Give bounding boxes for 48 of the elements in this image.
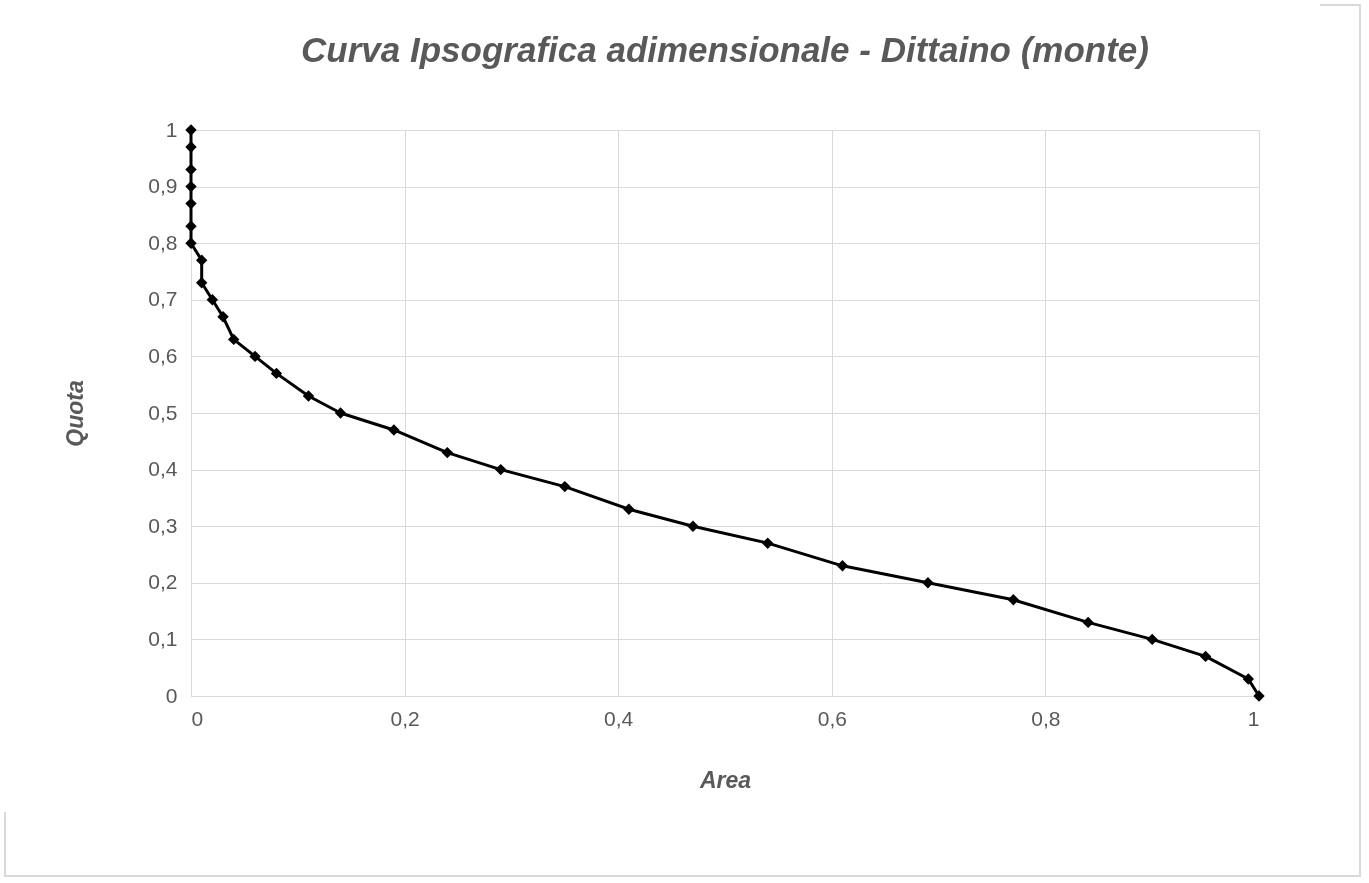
point — [249, 350, 261, 363]
point — [388, 424, 400, 436]
point — [922, 577, 934, 589]
x-tick-label: 0,6 — [817, 706, 847, 730]
point — [195, 254, 208, 266]
y-tick-label: 0,8 — [148, 230, 178, 254]
chart-title: Curva Ipsografica adimensionale - Dittaino (monte) — [301, 30, 1149, 69]
x-tick-label: 1 — [1247, 706, 1260, 730]
x-tick-label: 0,8 — [1031, 706, 1061, 730]
point — [217, 311, 229, 323]
point — [1242, 673, 1255, 685]
point — [1007, 594, 1020, 606]
point — [185, 141, 197, 153]
point — [185, 237, 197, 249]
y-tick-label: 0 — [165, 683, 178, 707]
point — [623, 503, 635, 515]
x-tick-label: 0,2 — [390, 706, 420, 730]
point — [441, 446, 454, 459]
point — [687, 520, 699, 532]
point — [1253, 690, 1265, 702]
point — [1199, 650, 1212, 663]
y-tick-label: 0,1 — [148, 626, 178, 650]
x-tick-label: 0 — [191, 706, 204, 730]
point — [206, 294, 219, 306]
point — [334, 407, 347, 419]
y-tick-label: 0,3 — [148, 513, 178, 537]
point — [228, 333, 240, 346]
y-tick-label: 0,5 — [148, 400, 178, 424]
y-tick-label: 1 — [165, 117, 178, 141]
point — [1082, 616, 1094, 629]
point — [270, 367, 283, 380]
y-tick-label: 0,2 — [148, 570, 178, 594]
y-tick-label: 0,7 — [148, 287, 178, 311]
y-tick-label: 0,9 — [148, 174, 178, 198]
y-axis-title: Quota — [62, 380, 89, 447]
y-tick-label: 0,6 — [148, 343, 178, 367]
x-axis-title: Area — [698, 766, 752, 793]
point — [495, 463, 507, 476]
point — [1146, 633, 1158, 646]
point — [559, 480, 571, 493]
x-tick-label: 0,4 — [604, 706, 634, 730]
point — [302, 390, 315, 402]
point — [762, 537, 774, 549]
point — [185, 124, 197, 136]
point — [836, 560, 849, 572]
point — [185, 220, 197, 232]
point — [195, 277, 208, 289]
y-tick-label: 0,4 — [148, 457, 178, 481]
